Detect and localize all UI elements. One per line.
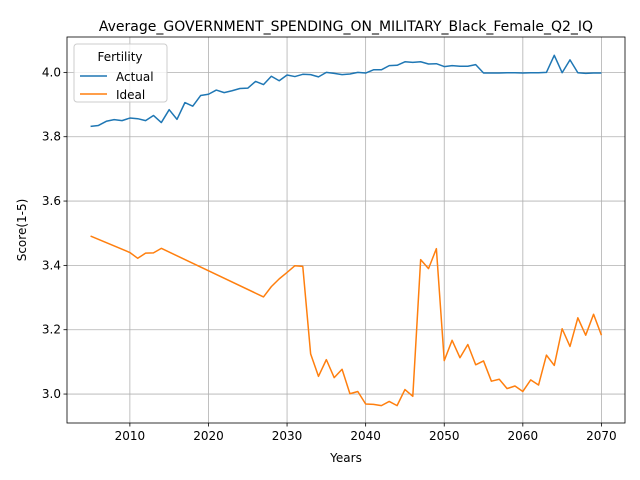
series-line-ideal <box>90 235 603 407</box>
y-tick-label: 4.0 <box>42 65 61 79</box>
y-tick-label: 3.0 <box>42 387 61 401</box>
plot-frame <box>66 36 626 424</box>
x-tick-label: 2020 <box>193 429 224 443</box>
x-tick-label: 2070 <box>586 429 617 443</box>
x-tick-label: 2050 <box>429 429 460 443</box>
y-tick-label: 3.2 <box>42 323 61 337</box>
x-tick-label: 2030 <box>272 429 303 443</box>
y-axis-label: Score(1-5) <box>15 199 29 262</box>
grid-lines <box>67 37 625 423</box>
x-axis-label: Years <box>329 451 362 465</box>
x-tick-label: 2060 <box>508 429 539 443</box>
y-tick-label: 3.6 <box>42 194 61 208</box>
legend-box <box>73 43 168 103</box>
legend: Fertility Actual Ideal <box>73 43 168 103</box>
legend-title: Fertility <box>97 50 142 64</box>
y-tick-label: 3.4 <box>42 258 61 272</box>
chart-title: Average_GOVERNMENT_SPENDING_ON_MILITARY_… <box>99 19 593 35</box>
x-axis-ticks: 2010 2020 2030 2040 2050 2060 2070 <box>115 423 617 443</box>
x-tick-label: 2040 <box>350 429 381 443</box>
series-line-actual <box>90 54 602 128</box>
series-layer <box>90 54 603 407</box>
y-tick-label: 3.8 <box>42 130 61 144</box>
x-tick-label: 2010 <box>115 429 146 443</box>
legend-label-ideal: Ideal <box>116 88 145 102</box>
legend-label-actual: Actual <box>116 70 154 84</box>
y-axis-ticks: 3.0 3.2 3.4 3.6 3.8 4.0 <box>42 65 67 401</box>
